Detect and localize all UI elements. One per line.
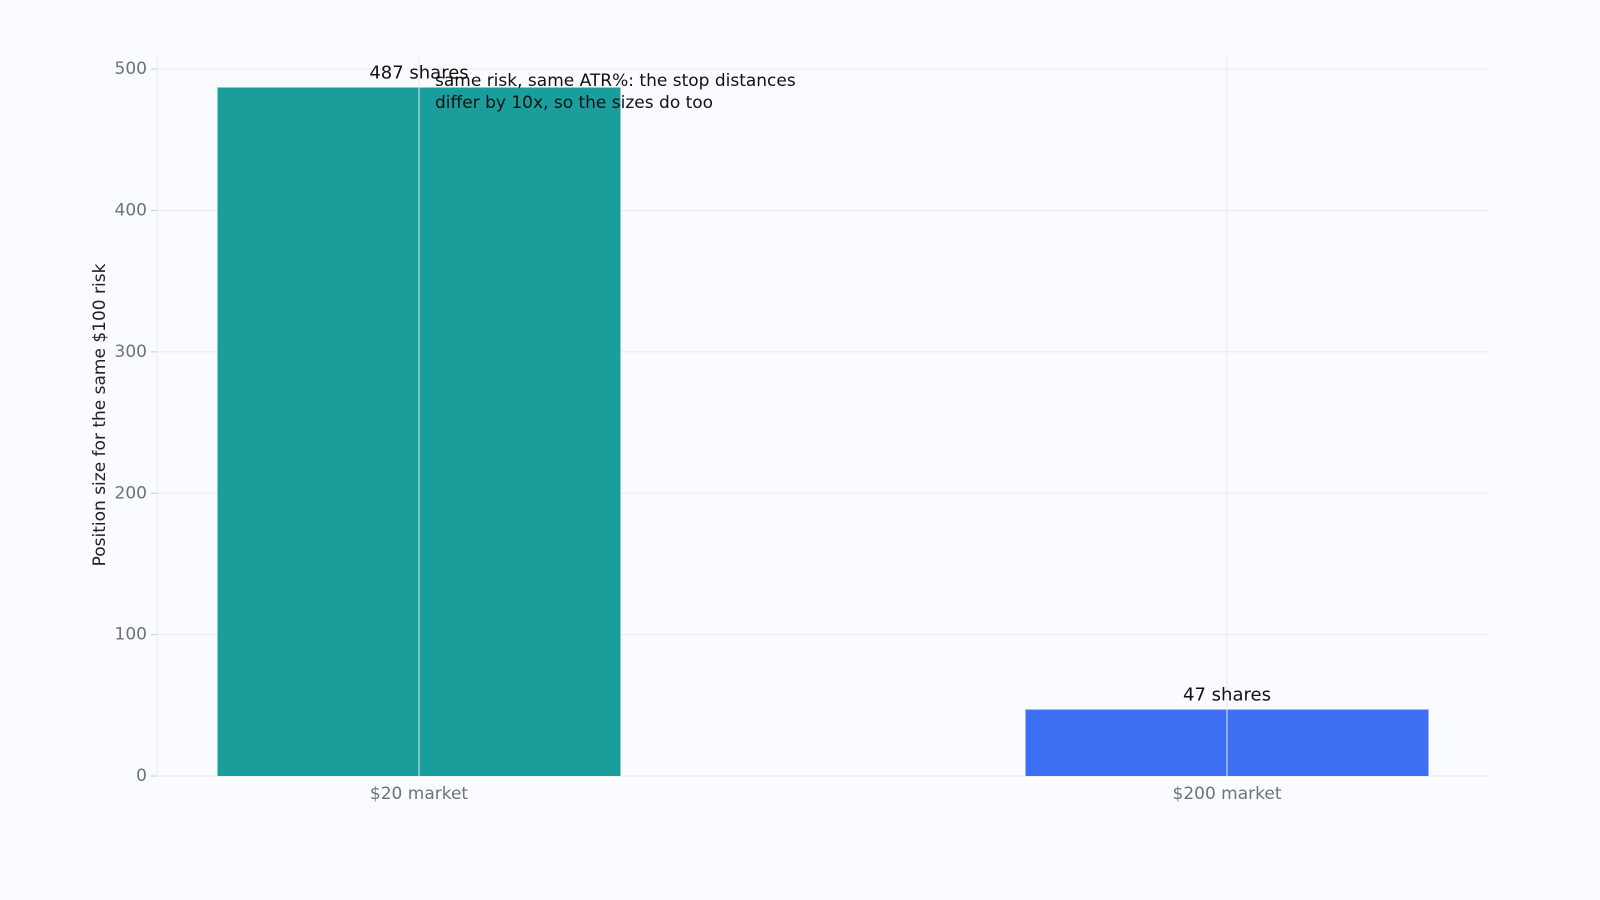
annotation: same risk, same ATR%: the stop distances bbox=[435, 71, 796, 91]
y-axis-label: Position size for the same $100 risk bbox=[90, 263, 110, 566]
y-tick-label: 400 bbox=[115, 201, 147, 221]
y-tick-label: 200 bbox=[115, 483, 147, 503]
value-label: 47 shares bbox=[1183, 685, 1271, 706]
x-tick-label: $200 market bbox=[1173, 784, 1282, 804]
value-label: 487 shares bbox=[369, 63, 468, 84]
y-tick-label: 0 bbox=[136, 766, 147, 786]
y-tick-label: 100 bbox=[115, 625, 147, 645]
annotation: differ by 10x, so the sizes do too bbox=[435, 93, 713, 113]
y-tick-label: 500 bbox=[115, 59, 147, 79]
y-tick-label: 300 bbox=[115, 342, 147, 362]
x-tick-label: $20 market bbox=[370, 784, 469, 804]
